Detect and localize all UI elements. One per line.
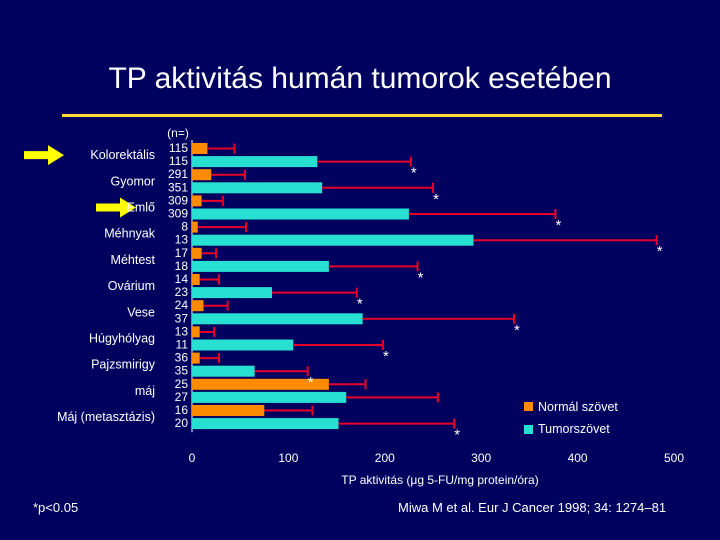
n-label-normal: 16 <box>175 403 189 417</box>
bar-normal <box>192 143 208 154</box>
significance-marker: * <box>411 165 417 182</box>
category-label: Pajzsmirigy <box>91 358 156 372</box>
n-label-normal: 14 <box>175 272 189 286</box>
category-label: Ovárium <box>108 279 155 293</box>
bar-normal <box>192 274 200 285</box>
bar-tumor <box>192 418 339 430</box>
bar-tumor <box>192 391 347 403</box>
x-tick-label: 100 <box>278 451 298 465</box>
bar-normal <box>192 221 198 233</box>
legend-swatch-normal <box>524 402 533 411</box>
bar-normal <box>192 326 200 338</box>
n-label-tumor: 13 <box>175 233 189 247</box>
x-tick-label: 300 <box>471 451 491 465</box>
category-label: Húgyhólyag <box>89 332 155 346</box>
bar-tumor <box>192 234 474 246</box>
category-label: Máj (metasztázis) <box>57 410 155 424</box>
category-label: Méhtest <box>111 253 156 267</box>
citation: Miwa M et al. Eur J Cancer 1998; 34: 127… <box>398 500 667 515</box>
n-label-normal: 36 <box>175 351 189 365</box>
n-label-normal: 17 <box>175 246 189 260</box>
category-label: Kolorektális <box>90 148 155 162</box>
category-label: máj <box>135 384 155 398</box>
x-tick-label: 500 <box>664 451 684 465</box>
yellow-right-arrow-icon <box>24 145 64 166</box>
significance-marker: * <box>657 243 663 260</box>
bar-normal <box>192 405 265 416</box>
legend-swatch-tumor <box>524 425 533 434</box>
yellow-right-arrow-icon <box>96 197 136 218</box>
bar-normal <box>192 378 329 390</box>
bar-normal <box>192 247 202 259</box>
n-label-tumor: 20 <box>175 416 189 430</box>
bar-tumor <box>192 182 323 194</box>
bar-tumor <box>192 313 363 325</box>
bar-normal <box>192 195 202 207</box>
n-label-tumor: 27 <box>175 390 189 404</box>
n-label-normal: 8 <box>181 220 188 234</box>
bar-normal <box>192 169 212 181</box>
significance-marker: * <box>357 296 363 313</box>
bar-normal <box>192 300 204 312</box>
category-label: Méhnyak <box>104 227 155 241</box>
n-label-tumor: 37 <box>175 311 189 325</box>
n-label-normal: 13 <box>175 324 189 338</box>
slide-title: TP aktivitás humán tumorok esetében <box>108 62 612 95</box>
n-label-tumor: 23 <box>175 285 189 299</box>
n-label-tumor: 18 <box>175 259 189 273</box>
legend: Normál szövet Tumorszövet <box>524 400 618 436</box>
footnote: *p<0.05 <box>33 500 79 515</box>
n-label-normal: 309 <box>168 193 188 207</box>
n-label-normal: 115 <box>169 141 188 155</box>
significance-marker: * <box>433 191 439 208</box>
n-label-tumor: 11 <box>176 338 189 352</box>
bar-tumor <box>192 365 255 377</box>
n-label-normal: 25 <box>175 377 189 391</box>
bar-tumor <box>192 287 273 299</box>
significance-marker: * <box>556 217 562 234</box>
bar-tumor <box>192 339 294 351</box>
x-tick-label: 400 <box>568 451 588 465</box>
n-label-tumor: 35 <box>175 364 189 378</box>
n-label-tumor: 115 <box>169 154 188 168</box>
significance-marker: * <box>454 427 460 444</box>
title-underline <box>62 114 662 117</box>
bar-tumor <box>192 156 318 168</box>
x-axis-label: TP aktivitás (μg 5-FU/mg protein/óra) <box>341 473 538 487</box>
legend-label-normal: Normál szövet <box>538 400 618 414</box>
bar-tumor <box>192 260 329 272</box>
bar-tumor <box>192 208 409 220</box>
n-label-normal: 24 <box>175 298 189 312</box>
category-label: Emlő <box>127 201 156 215</box>
n-label-tumor: 351 <box>168 180 188 194</box>
legend-label-tumor: Tumorszövet <box>538 422 610 436</box>
category-label: Vese <box>127 305 155 319</box>
significance-marker: * <box>308 374 314 391</box>
x-tick-label: 200 <box>375 451 395 465</box>
significance-marker: * <box>514 322 520 339</box>
significance-marker: * <box>383 348 389 365</box>
n-header: (n=) <box>167 126 189 140</box>
significance-marker: * <box>418 269 424 286</box>
n-label-tumor: 309 <box>168 207 188 221</box>
n-label-normal: 291 <box>168 167 188 181</box>
category-label: Gyomor <box>111 174 155 188</box>
bar-normal <box>192 352 200 364</box>
x-tick-label: 0 <box>189 451 196 465</box>
